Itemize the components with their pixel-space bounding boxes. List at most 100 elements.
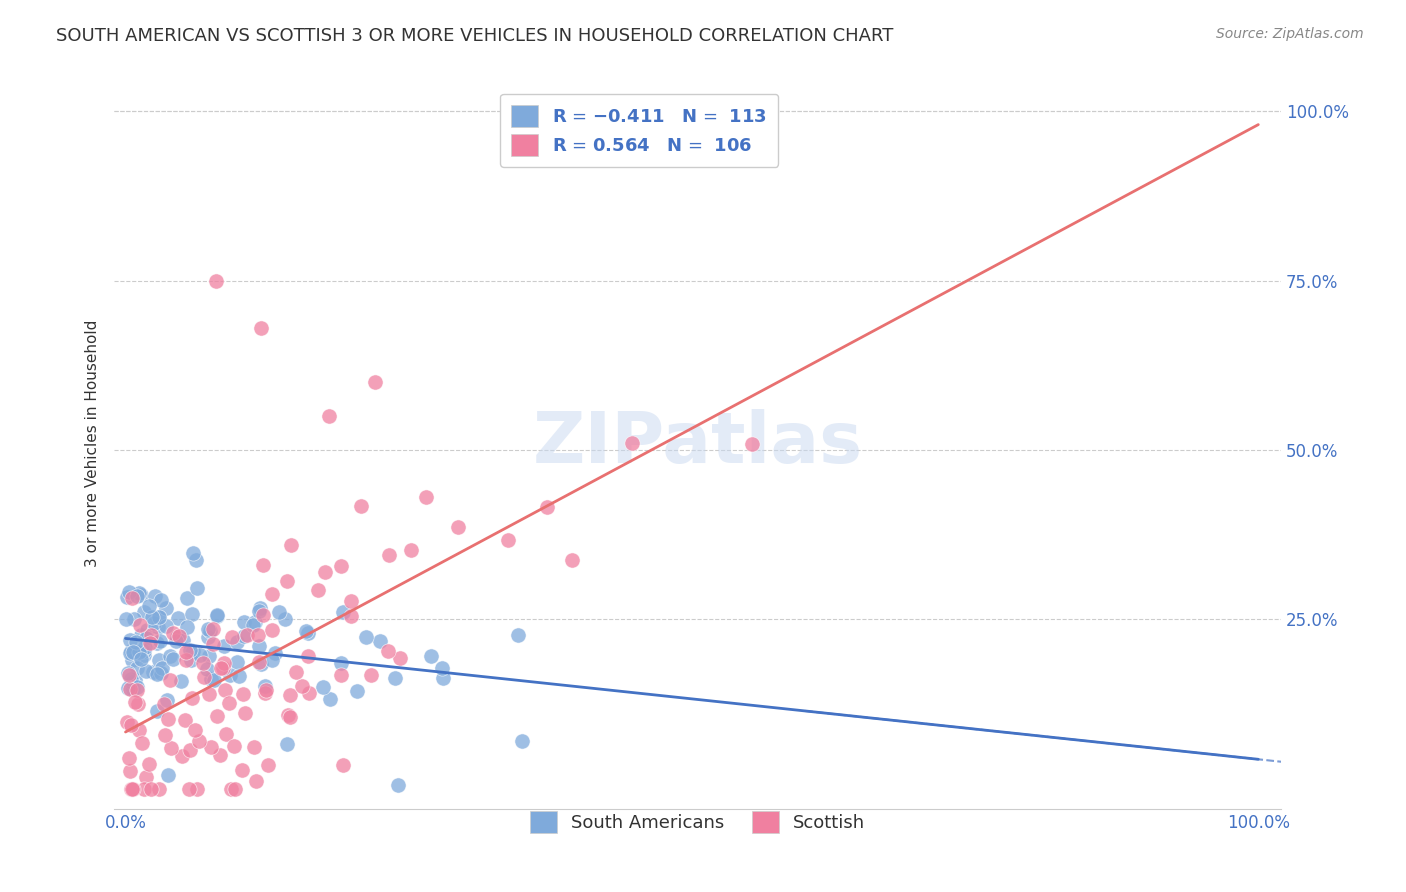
South Americans [207,609,229,624]
South Americans [202,673,225,687]
South Americans [128,645,150,659]
Scottish [399,543,422,558]
Scottish [201,622,224,636]
South Americans [274,612,297,626]
Scottish [298,686,321,700]
South Americans [121,682,143,697]
Text: Source: ZipAtlas.com: Source: ZipAtlas.com [1216,27,1364,41]
South Americans [195,662,218,676]
South Americans [420,648,443,663]
Scottish [330,667,353,681]
Scottish [188,733,211,747]
Scottish [377,643,399,657]
South Americans [118,633,141,648]
South Americans [276,737,298,751]
Scottish [245,773,267,788]
South Americans [200,673,222,687]
Scottish [128,617,150,632]
Scottish [153,698,176,712]
Scottish [447,519,470,533]
Scottish [193,670,215,684]
South Americans [148,609,170,624]
Scottish [254,682,277,697]
South Americans [132,605,155,619]
Scottish [160,740,183,755]
Scottish [318,409,340,424]
Scottish [332,758,354,772]
Scottish [236,628,259,642]
South Americans [165,634,187,648]
South Americans [186,553,208,567]
Scottish [167,629,190,643]
South Americans [132,644,155,658]
South Americans [170,674,193,689]
Scottish [280,538,302,552]
Scottish [314,565,336,579]
South Americans [205,607,228,622]
Scottish [620,436,643,450]
Text: ZIPatlas: ZIPatlas [533,409,863,478]
Scottish [415,490,437,504]
Scottish [278,709,301,723]
South Americans [135,664,157,678]
Scottish [212,656,235,670]
Scottish [276,574,298,588]
Scottish [260,624,283,638]
Scottish [222,739,245,753]
South Americans [387,779,409,793]
Scottish [536,500,558,515]
Scottish [174,653,197,667]
South Americans [131,643,153,657]
Scottish [257,758,280,772]
Scottish [141,628,163,642]
Scottish [278,688,301,702]
Scottish [349,499,371,513]
Scottish [388,651,411,665]
South Americans [228,669,250,683]
South Americans [264,647,287,661]
South Americans [121,674,143,689]
Scottish [290,679,312,693]
South Americans [354,630,377,644]
South Americans [166,630,188,644]
Scottish [157,712,180,726]
Scottish [124,695,146,709]
Scottish [252,608,274,623]
South Americans [117,665,139,680]
Scottish [221,630,243,644]
South Americans [141,610,163,624]
South Americans [510,734,533,748]
Scottish [214,683,236,698]
South Americans [181,644,204,658]
Scottish [561,553,583,567]
South Americans [233,629,256,643]
Scottish [254,686,277,700]
South Americans [243,615,266,629]
South Americans [131,651,153,665]
Scottish [224,781,246,796]
South Americans [136,623,159,637]
Scottish [125,683,148,698]
South Americans [155,600,177,615]
South Americans [150,661,173,675]
Scottish [120,781,142,796]
South Americans [297,626,319,640]
Scottish [135,771,157,785]
Scottish [128,723,150,738]
Y-axis label: 3 or more Vehicles in Household: 3 or more Vehicles in Household [86,319,100,567]
Scottish [247,656,270,670]
South Americans [197,622,219,636]
Scottish [231,763,253,777]
Scottish [132,781,155,796]
South Americans [150,593,173,607]
Scottish [179,781,201,796]
South Americans [149,634,172,648]
South Americans [117,590,139,604]
Scottish [284,665,307,679]
Scottish [153,728,176,742]
Scottish [120,682,142,697]
Scottish [219,781,242,796]
South Americans [242,618,264,632]
South Americans [181,607,204,622]
South Americans [197,630,219,644]
